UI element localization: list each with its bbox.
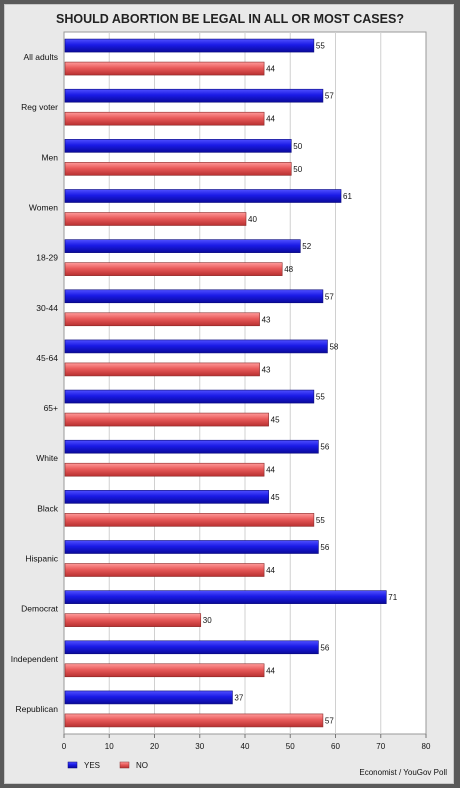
category-label: 65+ bbox=[44, 403, 58, 413]
category-label: Democrat bbox=[21, 604, 58, 614]
bar-yes bbox=[64, 540, 319, 554]
category-label: White bbox=[36, 453, 58, 463]
x-tick-label: 60 bbox=[331, 742, 340, 751]
bar-value-label: 58 bbox=[329, 342, 338, 351]
bar-no bbox=[64, 613, 202, 627]
bar-value-label: 61 bbox=[343, 192, 352, 201]
legend-swatch-yes bbox=[67, 761, 78, 769]
bar-value-label: 44 bbox=[266, 65, 275, 74]
legend-label-no: NO bbox=[136, 761, 148, 770]
bar-value-label: 50 bbox=[293, 165, 302, 174]
bar-value-label: 57 bbox=[325, 292, 334, 301]
bar-yes bbox=[64, 88, 324, 103]
chart-title: SHOULD ABORTION BE LEGAL IN ALL OR MOST … bbox=[56, 12, 404, 26]
bar-value-label: 45 bbox=[271, 416, 280, 425]
category-label: Women bbox=[29, 203, 58, 213]
bar-yes bbox=[64, 389, 315, 404]
bar-value-label: 71 bbox=[388, 593, 397, 602]
bar-no bbox=[64, 162, 292, 176]
bar-value-label: 45 bbox=[271, 493, 280, 502]
bar-value-label: 55 bbox=[316, 516, 325, 525]
bar-value-label: 56 bbox=[320, 543, 329, 552]
bar-value-label: 56 bbox=[320, 643, 329, 652]
bar-yes bbox=[64, 640, 319, 655]
bar-no bbox=[64, 212, 247, 226]
legend-swatch-no bbox=[119, 761, 130, 769]
x-tick-label: 30 bbox=[195, 742, 204, 751]
bar-yes bbox=[64, 139, 292, 153]
category-label: 30-44 bbox=[36, 303, 58, 313]
x-tick-label: 20 bbox=[150, 742, 159, 751]
x-axis: 0 10 20 30 40 50 60 70 80 bbox=[62, 734, 431, 751]
bar-no bbox=[64, 513, 315, 527]
bar-value-label: 44 bbox=[266, 466, 275, 475]
bar-value-label: 37 bbox=[234, 693, 243, 702]
bar-no bbox=[64, 111, 265, 126]
category-label: Hispanic bbox=[25, 554, 58, 564]
x-tick-label: 70 bbox=[376, 742, 385, 751]
bar-value-label: 44 bbox=[266, 666, 275, 675]
bar-value-label: 56 bbox=[320, 443, 329, 452]
bar-value-label: 43 bbox=[262, 315, 271, 324]
category-label: Reg voter bbox=[21, 102, 58, 112]
category-label: Republican bbox=[15, 704, 58, 714]
bar-no bbox=[64, 262, 283, 276]
bar-yes bbox=[64, 339, 328, 354]
source-note: Economist / YouGov Poll bbox=[359, 768, 447, 777]
bar-value-label: 30 bbox=[203, 616, 212, 625]
bar-value-label: 50 bbox=[293, 142, 302, 151]
bar-yes bbox=[64, 189, 342, 203]
bar-value-label: 48 bbox=[284, 265, 293, 274]
bar-value-label: 44 bbox=[266, 566, 275, 575]
bar-value-label: 55 bbox=[316, 393, 325, 402]
bar-value-label: 52 bbox=[302, 242, 311, 251]
category-label: Black bbox=[37, 503, 59, 513]
category-label: 45-64 bbox=[36, 353, 58, 363]
bar-yes bbox=[64, 239, 301, 253]
bar-no bbox=[64, 61, 265, 76]
bar-yes bbox=[64, 690, 233, 705]
bar-yes bbox=[64, 439, 319, 454]
bar-no bbox=[64, 713, 324, 728]
bars: All adults 55 44 Reg voter 57 44 Men 50 50 Women 6… bbox=[11, 38, 398, 728]
x-tick-label: 10 bbox=[105, 742, 114, 751]
abortion-poll-chart: SHOULD ABORTION BE LEGAL IN ALL OR MOST … bbox=[11, 12, 448, 777]
x-tick-label: 40 bbox=[241, 742, 250, 751]
bar-yes bbox=[64, 38, 315, 53]
bar-value-label: 57 bbox=[325, 716, 334, 725]
bar-no bbox=[64, 462, 265, 477]
bar-value-label: 57 bbox=[325, 92, 334, 101]
bar-no bbox=[64, 663, 265, 678]
bar-value-label: 40 bbox=[248, 215, 257, 224]
bar-no bbox=[64, 563, 265, 577]
category-label: Men bbox=[41, 152, 58, 162]
legend: YES NO bbox=[67, 761, 148, 770]
bar-yes bbox=[64, 289, 324, 304]
x-tick-label: 0 bbox=[62, 742, 67, 751]
legend-label-yes: YES bbox=[84, 761, 100, 770]
bar-value-label: 43 bbox=[262, 365, 271, 374]
bar-yes bbox=[64, 590, 387, 604]
chart-frame: SHOULD ABORTION BE LEGAL IN ALL OR MOST … bbox=[4, 4, 454, 784]
bar-yes bbox=[64, 490, 269, 504]
bar-no bbox=[64, 412, 269, 427]
bar-no bbox=[64, 362, 260, 377]
category-label: Independent bbox=[11, 654, 59, 664]
x-tick-label: 80 bbox=[422, 742, 431, 751]
category-label: All adults bbox=[24, 52, 59, 62]
bar-no bbox=[64, 312, 260, 327]
bar-value-label: 44 bbox=[266, 115, 275, 124]
bar-value-label: 55 bbox=[316, 42, 325, 51]
x-tick-label: 50 bbox=[286, 742, 295, 751]
category-label: 18-29 bbox=[36, 253, 58, 263]
